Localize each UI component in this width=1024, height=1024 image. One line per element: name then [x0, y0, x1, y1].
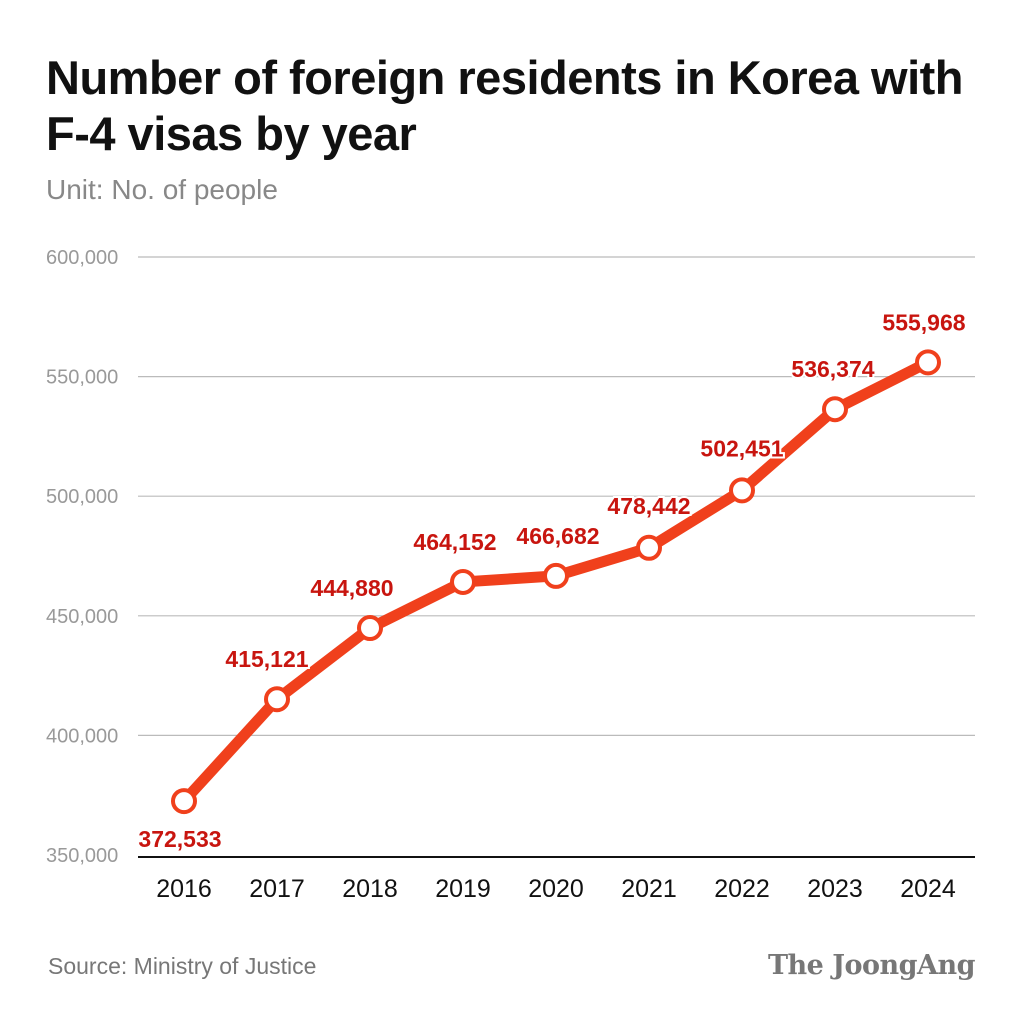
- data-point: [822, 396, 848, 423]
- y-tick-label: 450,000: [46, 606, 118, 628]
- x-tick-label: 2024: [900, 875, 956, 903]
- data-point: [636, 534, 662, 561]
- y-tick-label: 500,000: [46, 486, 118, 508]
- x-tick-label: 2021: [621, 875, 677, 903]
- data-label: 555,968: [882, 309, 965, 335]
- y-tick-label: 600,000: [46, 247, 118, 269]
- x-tick-label: 2023: [807, 875, 863, 903]
- data-label: 444,880: [310, 575, 393, 601]
- chart-title: Number of foreign residents in Korea wit…: [46, 51, 964, 160]
- x-tick-label: 2019: [435, 875, 491, 903]
- data-point: [543, 562, 569, 589]
- x-tick-label: 2017: [249, 875, 305, 903]
- data-label: 464,152: [413, 529, 496, 555]
- data-label: 466,682: [516, 523, 599, 549]
- unit-label: Unit: No. of people: [46, 174, 278, 205]
- data-point: [264, 686, 290, 713]
- x-tick-label: 2020: [528, 875, 584, 903]
- x-tick-label: 2016: [156, 875, 212, 903]
- data-label: 372,533: [138, 826, 221, 852]
- data-label: 536,374: [791, 356, 874, 382]
- data-label: 415,121: [225, 646, 308, 672]
- data-point: [915, 349, 941, 376]
- source-note: Source: Ministry of Justice: [48, 953, 317, 979]
- x-tick-label: 2018: [342, 875, 398, 903]
- data-label: 478,442: [607, 493, 690, 519]
- data-point: [450, 568, 476, 595]
- data-point: [171, 788, 197, 815]
- data-label: 502,451: [700, 435, 783, 461]
- y-tick-label: 350,000: [46, 845, 118, 867]
- data-point: [729, 477, 755, 504]
- publisher-logo: The JoongAng: [767, 950, 976, 981]
- y-tick-label: 550,000: [46, 367, 118, 389]
- data-point: [357, 615, 383, 642]
- x-tick-label: 2022: [714, 875, 770, 903]
- y-tick-label: 400,000: [46, 725, 118, 747]
